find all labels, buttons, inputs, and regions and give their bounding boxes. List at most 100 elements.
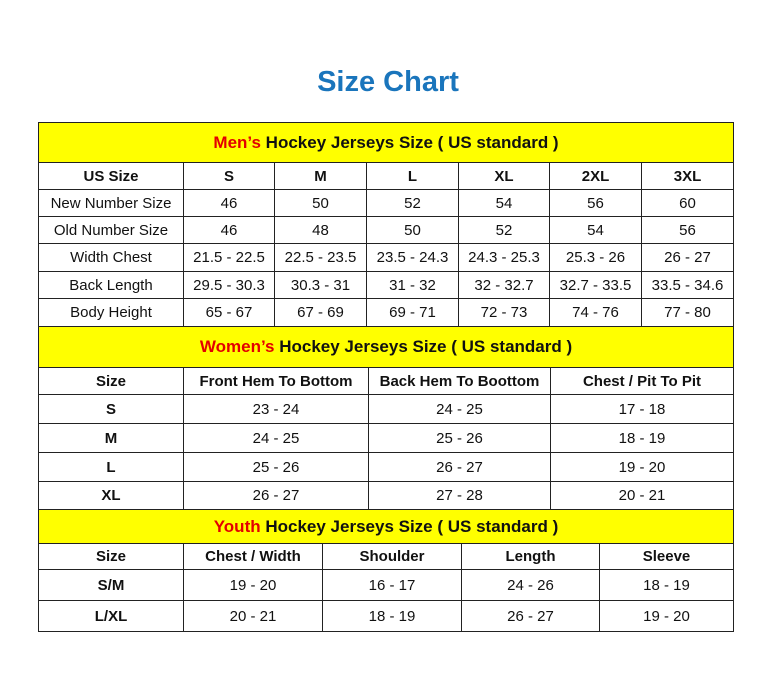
row-label: Old Number Size [38,216,184,244]
table-cell: 52 [366,189,459,217]
banner-text: Hockey Jerseys Size ( US standard ) [260,132,559,152]
page-title: Size Chart [317,66,459,98]
table-cell: 74 - 76 [549,298,642,327]
table-cell: 18 - 19 [549,423,735,453]
table-cell: 50 [274,189,367,217]
column-header: Chest / Pit To Pit [549,367,735,395]
table-row: New Number Size 46 50 52 54 56 60 [38,189,735,217]
table-cell: 32 - 32.7 [458,271,550,299]
table-cell: 56 [549,189,642,217]
row-label: L/XL [38,600,184,632]
table-cell: 24 - 26 [461,569,600,601]
row-label: S/M [38,569,184,601]
column-header: Chest / Width [183,543,323,570]
column-header: Sleeve [599,543,734,570]
row-label: New Number Size [38,189,184,217]
table-cell: 19 - 20 [549,452,735,482]
table-cell: 52 [458,216,550,244]
table-row: XL 26 - 27 27 - 28 20 - 21 [38,481,735,510]
banner-text: Hockey Jerseys Size ( US standard ) [274,337,573,356]
table-cell: 25.3 - 26 [549,243,642,272]
table-row: L/XL 20 - 21 18 - 19 26 - 27 19 - 20 [38,600,734,632]
table-cell: 72 - 73 [458,298,550,327]
men-size-table: Men’s Hockey Jerseys Size ( US standard … [37,122,735,327]
table-cell: 54 [458,189,550,217]
youth-size-table: Youth Hockey Jerseys Size ( US standard … [38,509,734,632]
men-banner: Men’s Hockey Jerseys Size ( US standard … [37,122,735,163]
table-cell: 20 - 21 [549,481,735,510]
table-cell: 60 [640,189,735,217]
table-cell: 26 - 27 [368,452,551,482]
table-cell: 29.5 - 30.3 [183,271,275,299]
table-row: M 24 - 25 25 - 26 18 - 19 [38,423,735,453]
table-cell: 20 - 21 [183,600,323,632]
row-label: Width Chest [38,243,184,272]
table-cell: 18 - 19 [322,600,462,632]
row-label: XL [38,481,184,510]
table-cell: 24.3 - 25.3 [458,243,550,272]
column-header: Back Hem To Boottom [368,367,551,395]
table-cell: 21.5 - 22.5 [183,243,275,272]
column-header: L [366,162,459,190]
table-row: S 23 - 24 24 - 25 17 - 18 [38,394,735,424]
table-cell: 46 [183,216,275,244]
row-label: M [38,423,184,453]
table-cell: 54 [549,216,642,244]
table-cell: 31 - 32 [366,271,459,299]
table-cell: 67 - 69 [274,298,367,327]
table-cell: 25 - 26 [368,423,551,453]
row-label: Body Height [38,298,184,327]
column-header: Length [461,543,600,570]
table-row: S/M 19 - 20 16 - 17 24 - 26 18 - 19 [38,569,734,601]
youth-label: Youth [213,516,261,536]
banner-text: Hockey Jerseys Size ( US standard ) [260,516,559,536]
header-row: Size Chest / Width Shoulder Length Sleeve [38,543,734,570]
table-cell: 48 [274,216,367,244]
row-label: S [38,394,184,424]
column-header: XL [458,162,550,190]
column-header: Size [38,543,184,570]
table-cell: 33.5 - 34.6 [640,271,735,299]
column-header: 2XL [549,162,642,190]
header-row: Size Front Hem To Bottom Back Hem To Boott… [38,367,735,395]
table-cell: 18 - 19 [599,569,734,601]
table-cell: 25 - 26 [183,452,369,482]
column-header: US Size [38,162,184,190]
table-cell: 26 - 27 [461,600,600,632]
table-cell: 23 - 24 [183,394,369,424]
table-cell: 24 - 25 [183,423,369,453]
header-row: US Size S M L XL 2XL 3XL [38,162,735,190]
column-header: Shoulder [322,543,462,570]
table-cell: 23.5 - 24.3 [366,243,459,272]
women-label: Women’s [199,337,275,356]
table-cell: 56 [640,216,735,244]
table-cell: 65 - 67 [183,298,275,327]
table-cell: 19 - 20 [599,600,734,632]
youth-banner: Youth Hockey Jerseys Size ( US standard … [38,509,734,544]
table-cell: 19 - 20 [183,569,323,601]
table-cell: 30.3 - 31 [274,271,367,299]
row-label: L [38,452,184,482]
table-cell: 17 - 18 [549,394,735,424]
row-label: Back Length [38,271,184,299]
table-cell: 69 - 71 [366,298,459,327]
table-cell: 16 - 17 [322,569,462,601]
column-header: 3XL [640,162,735,190]
table-cell: 32.7 - 33.5 [549,271,642,299]
table-cell: 46 [183,189,275,217]
column-header: Front Hem To Bottom [183,367,369,395]
table-row: Body Height 65 - 67 67 - 69 69 - 71 72 - 73 7… [38,298,735,327]
table-cell: 27 - 28 [368,481,551,510]
table-cell: 50 [366,216,459,244]
table-cell: 26 - 27 [183,481,369,510]
column-header: M [274,162,367,190]
table-row: Back Length 29.5 - 30.3 30.3 - 31 31 - 32 32… [38,271,735,299]
table-row: Old Number Size 46 48 50 52 54 56 [38,216,735,244]
column-header: S [183,162,275,190]
table-row: L 25 - 26 26 - 27 19 - 20 [38,452,735,482]
table-row: Width Chest 21.5 - 22.5 22.5 - 23.5 23.5 - … [38,243,735,272]
column-header: Size [38,367,184,395]
women-banner: Women’s Hockey Jerseys Size ( US standar… [37,326,735,368]
table-cell: 26 - 27 [640,243,735,272]
table-cell: 22.5 - 23.5 [274,243,367,272]
